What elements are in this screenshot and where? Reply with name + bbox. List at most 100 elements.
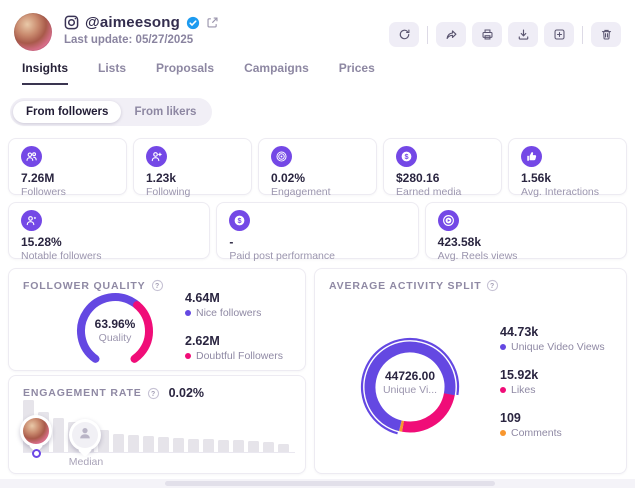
legend-label: Nice followers (185, 307, 283, 319)
histogram-bar (173, 438, 184, 452)
histogram-bar (143, 436, 154, 452)
influencer-pin-avatar (23, 418, 49, 444)
svg-text:$: $ (404, 152, 408, 161)
histogram-bar (218, 440, 229, 452)
toolbar-divider (427, 25, 428, 44)
notable-user-icon (21, 210, 42, 231)
refresh-icon (398, 28, 411, 41)
histogram-bar (248, 441, 259, 452)
help-icon[interactable]: ? (147, 387, 160, 400)
follower-quality-panel: FOLLOWER QUALITY ? 63.96% Quality 4.64M N… (8, 268, 306, 371)
follower-quality-legend: 4.64M Nice followers 2.62M Doubtful Followe… (185, 291, 283, 377)
influencer-pin (20, 415, 52, 447)
histogram-bar (53, 418, 64, 452)
engagement-rate-value: 0.02% (168, 386, 205, 400)
tab-proposals[interactable]: Proposals (156, 61, 215, 75)
print-icon (481, 28, 494, 41)
legend-value: 44.73k (500, 325, 539, 339)
print-button[interactable] (472, 22, 502, 47)
legend-label: Comments (500, 427, 605, 439)
toolbar (389, 22, 621, 47)
tab-lists[interactable]: Lists (98, 61, 127, 75)
toggle-option-from-likers[interactable]: From likers (134, 106, 197, 118)
last-update: Last update: 05/27/2025 (64, 34, 194, 46)
nav-tabs: Insights Lists Proposals Campaigns Prices (0, 61, 635, 85)
bottom-scrollbar (0, 479, 635, 488)
legend-dot (500, 344, 506, 350)
legend-item-comments: 109 Comments (500, 411, 605, 439)
external-link-icon[interactable] (206, 16, 219, 29)
stat-value: 1.23k (146, 171, 177, 185)
user-add-icon (146, 146, 167, 167)
stat-card-followers: 7.26M Followers (8, 138, 127, 198)
tab-prices[interactable]: Prices (338, 61, 375, 75)
profile-handle: @aimeesong (85, 14, 180, 31)
histogram-bar (98, 430, 109, 452)
share-icon (445, 28, 458, 41)
stat-label: Avg. Interactions (521, 186, 600, 198)
legend-value: 4.64M (185, 291, 220, 305)
stats-row-1: 7.26M Followers 1.23k Following 0.02% Engagem… (8, 138, 627, 198)
toggle-option-from-followers[interactable]: From followers (13, 101, 122, 123)
legend-text: Comments (511, 427, 562, 439)
svg-text:?: ? (155, 283, 160, 290)
reels-play-icon (437, 210, 459, 231)
legend-label: Unique Video Views (500, 341, 605, 353)
follower-quality-gauge (76, 293, 153, 367)
histogram-bar (203, 439, 214, 452)
delete-button[interactable] (591, 22, 621, 47)
profile-header: @aimeesong Last update: 05/27/2025 (0, 0, 635, 51)
trash-icon (600, 28, 613, 41)
tab-campaigns[interactable]: Campaigns (244, 61, 309, 75)
svg-text:?: ? (151, 390, 156, 397)
stat-card-avg-interactions: 1.56k Avg. Interactions (508, 138, 627, 198)
engagement-histogram (23, 400, 295, 452)
add-square-icon (553, 28, 566, 41)
follower-quality-title: FOLLOWER QUALITY (23, 279, 146, 292)
stat-label: Following (146, 186, 191, 198)
legend-text: Nice followers (196, 307, 262, 319)
legend-dot (500, 430, 506, 436)
tab-insights[interactable]: Insights (22, 61, 69, 85)
legend-dot (185, 353, 191, 359)
verified-badge-icon (186, 16, 200, 30)
legend-label: Likes (500, 384, 605, 396)
histogram-bar (113, 434, 124, 452)
stat-label: Notable followers (21, 250, 102, 262)
help-icon[interactable]: ? (151, 279, 164, 292)
svg-text:$: $ (238, 216, 242, 225)
influencer-position-marker (32, 449, 41, 458)
stat-label: Paid post performance (229, 250, 335, 262)
histogram-bar (233, 440, 244, 452)
download-button[interactable] (508, 22, 538, 47)
stat-value: 0.02% (271, 171, 306, 185)
stat-label: Avg. Reels views (437, 250, 518, 262)
legend-item-likes: 15.92k Likes (500, 368, 605, 396)
share-button[interactable] (436, 22, 466, 47)
activity-split-legend: 44.73k Unique Video Views 15.92k Likes 109 Co… (500, 325, 605, 454)
activity-split-donut (360, 337, 460, 437)
stat-value: 7.26M (21, 171, 55, 185)
stat-value: - (229, 235, 234, 249)
legend-text: Unique Video Views (511, 341, 605, 353)
legend-dot (500, 387, 506, 393)
stat-card-engagement: 0.02% Engagement (258, 138, 377, 198)
followers-group-icon (21, 146, 42, 167)
person-icon (77, 425, 93, 446)
stat-value: 423.58k (437, 235, 482, 249)
legend-item-nice-followers: 4.64M Nice followers (185, 291, 283, 319)
stat-card-avg-reels-views: 423.58k Avg. Reels views (424, 202, 627, 262)
add-to-list-button[interactable] (544, 22, 574, 47)
stat-card-following: 1.23k Following (133, 138, 252, 198)
refresh-button[interactable] (389, 22, 419, 47)
toolbar-divider (582, 25, 583, 44)
histogram-bar (128, 435, 139, 452)
scrollbar-thumb[interactable] (165, 481, 495, 486)
activity-split-panel: AVERAGE ACTIVITY SPLIT ? 44726.00 Unique… (314, 268, 627, 474)
stat-card-paid-post-performance: $ - Paid post performance (216, 202, 419, 262)
help-icon[interactable]: ? (486, 279, 499, 292)
engagement-rate-panel: ENGAGEMENT RATE ? 0.02% Median (8, 375, 306, 474)
stat-label: Engagement (271, 186, 331, 198)
stat-card-earned-media: $ $280.16 Earned media (383, 138, 502, 198)
